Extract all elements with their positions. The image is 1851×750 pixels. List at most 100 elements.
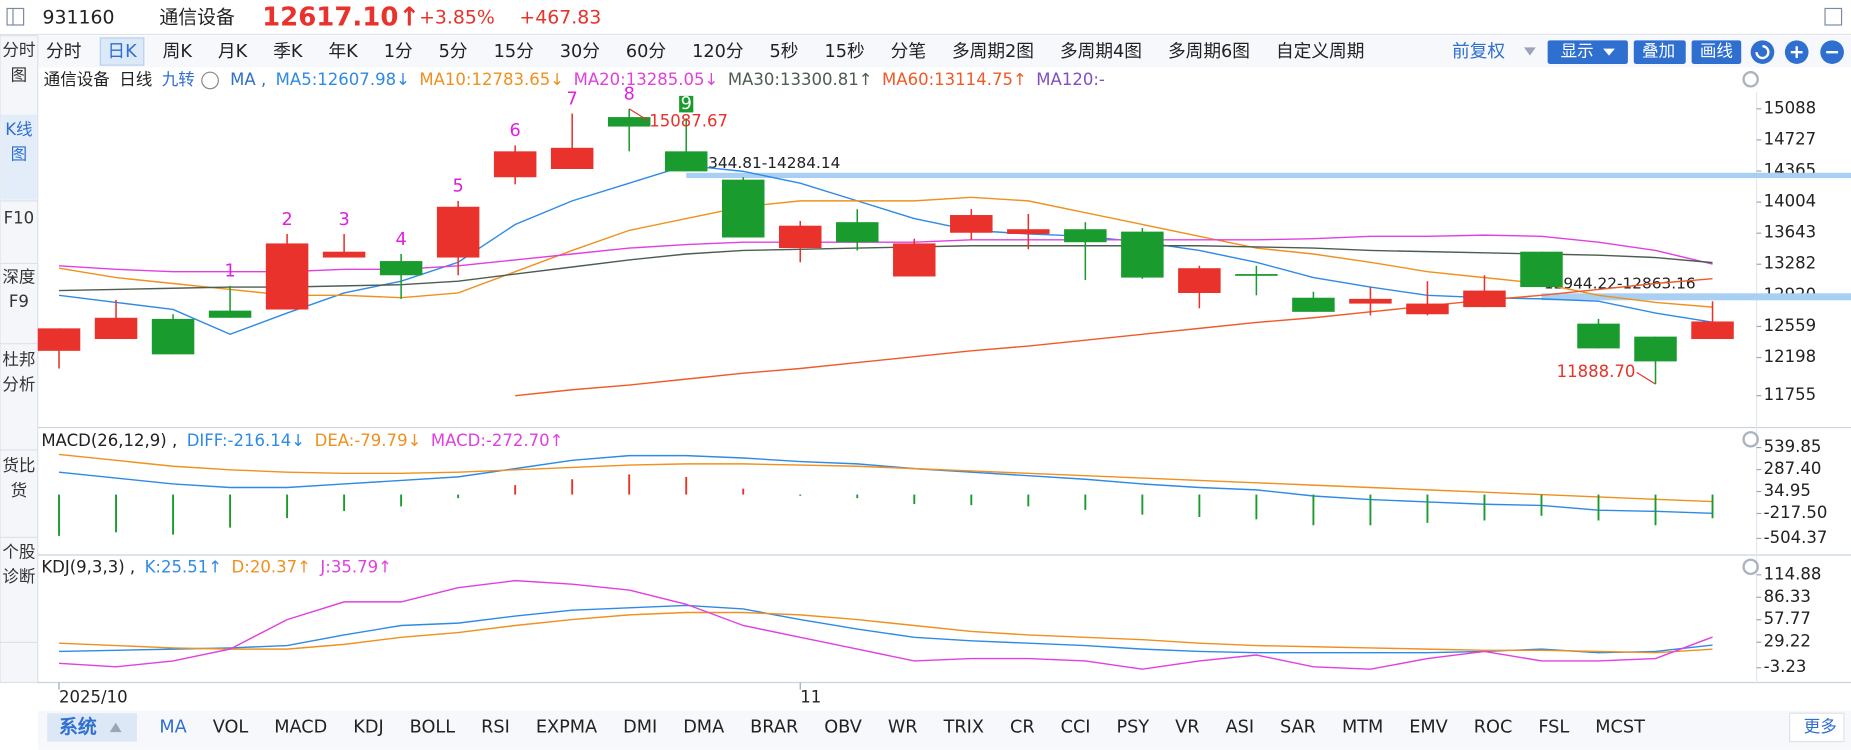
indicator-tab[interactable]: FSL [1538,717,1569,737]
macd-bar [514,485,517,495]
indicator-tab[interactable]: DMI [623,717,657,737]
side-tab-box: K线图 [5,120,33,165]
side-tab[interactable]: 杜邦分析 [2,350,36,395]
indicator-tab[interactable]: TRIX [943,717,984,737]
indicator-tab[interactable]: WR [888,717,918,737]
period-tab[interactable]: 30分 [560,41,600,62]
candle-body [1691,321,1734,340]
label-leader [1636,371,1656,385]
group-tab[interactable]: 系统 [59,715,97,738]
period-tab[interactable]: 多周期6图 [1168,41,1250,62]
period-tab[interactable]: 分笔 [891,41,926,62]
macd-bar [1084,494,1087,510]
window-icon[interactable] [6,7,25,26]
macd-bar [1483,494,1486,521]
period-tab[interactable]: 分时 [46,41,81,62]
side-tab[interactable]: K线图 [5,120,33,165]
period-tab[interactable]: 周K [163,42,193,62]
price-band [686,172,1851,179]
adjust-select[interactable]: 前复权 [1452,41,1505,62]
legend-item: MACD:-272.70↑ [431,431,564,450]
period-tab[interactable]: 年K [328,41,358,62]
indicator-tab[interactable]: RSI [481,717,510,737]
indicator-tab[interactable]: MCST [1595,717,1645,737]
macd-bar [1540,494,1543,516]
indicator-tab[interactable]: CR [1010,717,1035,737]
overlay-button[interactable]: 叠加 [1642,42,1675,61]
period-tab[interactable]: 多周期2图 [952,41,1034,62]
draw-button[interactable]: 画线 [1700,42,1733,61]
indicator-tab[interactable]: PSY [1116,717,1149,737]
macd-bar [1711,494,1714,519]
settings-icon[interactable] [1742,431,1759,448]
period-tab[interactable]: 120分 [692,41,743,62]
indicator-tab[interactable]: SAR [1280,717,1316,737]
label-leader [628,108,649,122]
period-tab[interactable]: 60分 [626,41,666,62]
candle-body [779,225,822,249]
more-tab[interactable]: 更多 [1804,717,1837,736]
legend-item: KDJ(9,3,3) , [41,558,135,577]
y-tick-label: 13643 [1764,223,1817,242]
side-tab-box: 个股诊断 [2,543,36,587]
indicator-tab[interactable]: MTM [1342,717,1383,737]
indicator-tab[interactable]: ASI [1226,717,1255,737]
panel-icon[interactable] [1824,7,1843,26]
show-button[interactable]: 显示 [1561,42,1594,61]
macd-bar [856,494,859,499]
side-tab[interactable]: 深度F9 [2,268,36,312]
indicator-tab[interactable]: BOLL [410,717,456,737]
candle-body [493,151,537,178]
period-tab[interactable]: 1分 [384,41,413,62]
period-tab[interactable]: 多周期4图 [1060,41,1142,62]
indicator-tab[interactable]: MA [159,717,186,737]
macd-bar [58,494,60,536]
period-tab[interactable]: 15秒 [824,41,864,62]
legend-item: MA , [230,70,266,89]
side-tab[interactable]: 分时图 [2,41,36,86]
settings-icon[interactable] [1742,71,1759,88]
refresh-button[interactable] [1750,40,1775,64]
indicator-tab[interactable]: EMV [1409,717,1448,737]
indicator-tab[interactable]: DMA [683,717,724,737]
side-tab[interactable]: 货比货 [2,457,36,501]
macd-bar [970,494,973,506]
indicator-tab[interactable]: EXPMA [536,717,597,737]
period-tab[interactable]: 5秒 [770,41,799,62]
y-tick-label: 12198 [1764,347,1817,366]
indicator-tab[interactable]: CCI [1061,717,1091,737]
side-tab[interactable]: 个股诊断 [2,543,36,587]
indicator-line [59,604,1713,654]
indicator-tab[interactable]: BRAR [750,717,798,737]
indicator-tab[interactable]: OBV [824,717,862,737]
period-tab[interactable]: 5分 [439,41,468,62]
td-count: 2 [281,210,292,230]
indicator-tab[interactable]: VR [1175,717,1199,737]
side-tab[interactable]: F10 [3,209,35,229]
legend-item: MA60:13114.75↑ [882,70,1027,89]
help-icon[interactable] [201,71,219,90]
indicator-tab[interactable]: KDJ [353,717,383,737]
y-tick-label: 34.95 [1764,481,1811,500]
period-tab[interactable]: 月K [218,42,248,62]
button-bg [1691,40,1742,64]
macd-bar [229,494,232,528]
indicator-tab[interactable]: MACD [274,717,327,737]
y-tick-label: 14727 [1764,129,1817,148]
legend-item: D:20.37↑ [232,558,311,577]
period-tab[interactable]: 15分 [494,41,534,62]
side-tab-box: 分时图 [2,41,36,86]
indicator-tab[interactable]: ROC [1474,717,1513,737]
dropdown-arrow [1603,48,1615,56]
period-tab[interactable]: 自定义周期 [1276,41,1364,62]
indicator-tab[interactable]: VOL [213,717,249,737]
settings-icon[interactable] [1742,558,1759,576]
macd-bar [799,494,802,496]
period-tab[interactable]: 季K [273,41,303,62]
candle-body [94,317,138,340]
legend-item: MA120:- [1036,70,1105,89]
period-tab[interactable]: 日K [107,42,137,62]
